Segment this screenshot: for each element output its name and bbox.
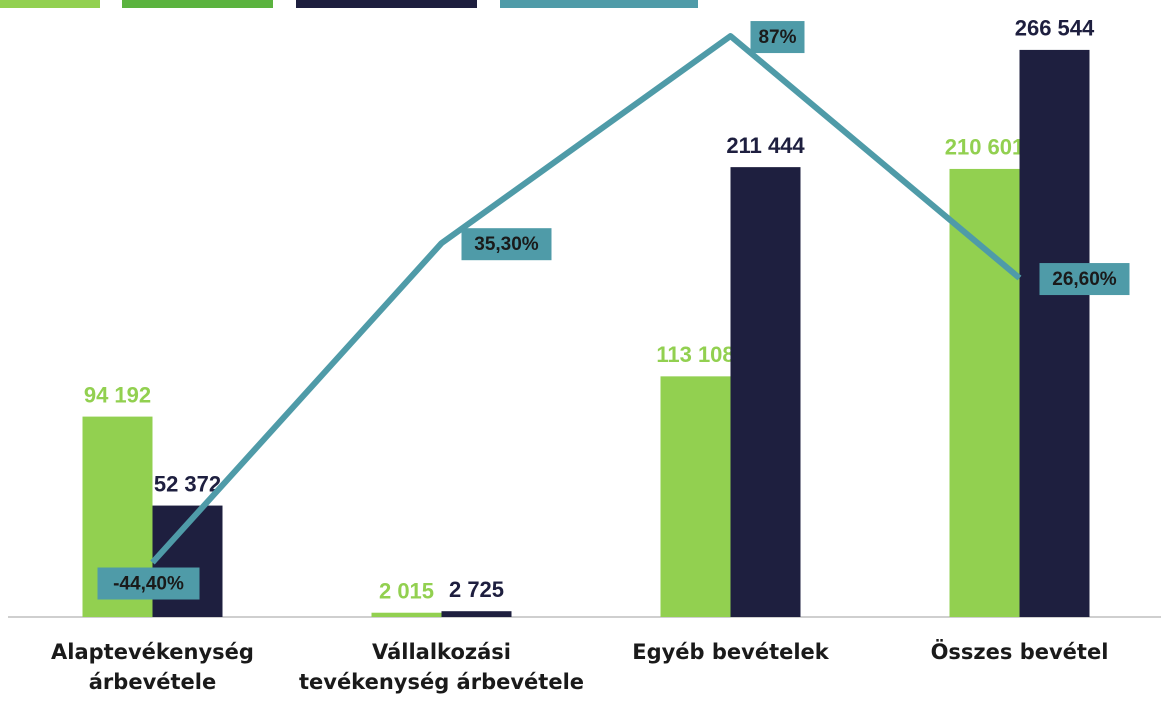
data-label: 2 015 <box>379 579 434 604</box>
x-tick-label: Alaptevékenység árbevétele <box>51 640 254 694</box>
data-label: 35,30% <box>474 234 539 255</box>
data-label: 113 108 <box>656 342 734 367</box>
label-box <box>461 228 552 261</box>
legend-swatch <box>296 0 477 8</box>
bar <box>441 611 512 617</box>
data-label-box: 35,30% <box>461 228 552 261</box>
data-label: 52 372 <box>154 471 221 496</box>
bar <box>949 168 1020 617</box>
data-label: 2 725 <box>449 577 504 602</box>
data-label: 87% <box>758 27 796 48</box>
label-box <box>97 567 200 600</box>
legend-swatch <box>122 0 273 8</box>
line <box>150 33 1022 565</box>
data-label-box: 87% <box>750 21 805 54</box>
bar <box>660 376 731 617</box>
x-tick-label: Vállalkozási tevékenység árbevétele <box>298 640 585 694</box>
data-label: 94 192 <box>84 382 151 407</box>
x-tick-label: Egyéb bevételek <box>632 640 829 664</box>
bar <box>730 167 801 618</box>
data-label-box: -44,40% <box>97 567 200 600</box>
bar <box>1019 49 1090 617</box>
data-label-box: 26,60% <box>1039 263 1130 296</box>
legend-swatch <box>500 0 698 8</box>
bar <box>371 612 442 617</box>
label-box <box>1039 263 1130 296</box>
data-label: 26,60% <box>1052 269 1117 290</box>
legend-swatch <box>0 0 100 8</box>
data-label: 210 601 <box>945 135 1025 160</box>
label-box <box>750 21 805 54</box>
x-tick-label: Összes bevétel <box>930 640 1109 664</box>
data-label: 211 444 <box>726 133 805 158</box>
data-label: -44,40% <box>113 574 184 595</box>
data-label: 266 544 <box>1015 16 1095 41</box>
